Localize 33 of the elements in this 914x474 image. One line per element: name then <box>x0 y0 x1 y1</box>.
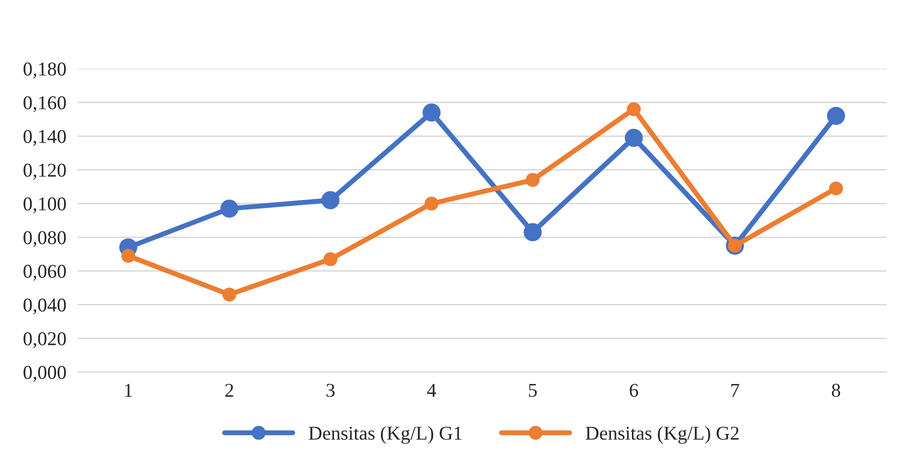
y-tick-label: 0,120 <box>24 164 66 180</box>
x-tick-label: 2 <box>225 384 234 397</box>
point <box>624 128 643 147</box>
point <box>626 102 641 116</box>
y-tick-label: 0,040 <box>24 298 66 314</box>
point <box>826 106 846 125</box>
point <box>324 252 338 266</box>
x-tick-label: 8 <box>832 384 840 397</box>
y-tick-label: 0,060 <box>24 264 66 281</box>
x-tick-label: 1 <box>125 384 132 397</box>
x-tick-label: 4 <box>427 384 436 397</box>
y-tick-label: 0,020 <box>24 332 66 348</box>
x-tick-label: 7 <box>731 384 740 397</box>
x-tick-label: 6 <box>630 384 638 397</box>
point <box>524 223 542 242</box>
y-tick-label: 0,140 <box>24 130 66 146</box>
legend-label: Densitas (Kg/L) G1 <box>308 426 462 444</box>
y-tick-label: 0,080 <box>24 231 66 247</box>
point <box>220 200 238 218</box>
x-tick-label: 3 <box>326 384 335 397</box>
point <box>829 181 843 196</box>
point <box>222 288 236 302</box>
point <box>121 248 136 263</box>
x-tick-label: 5 <box>528 384 537 397</box>
point <box>526 173 540 187</box>
y-tick-label: 0,100 <box>24 197 66 214</box>
y-tick-label: 0,180 <box>24 62 66 78</box>
point <box>321 191 340 210</box>
y-tick-label: 0,160 <box>24 96 66 112</box>
point <box>424 196 439 210</box>
legend-label: Densitas (Kg/L) G2 <box>586 426 739 444</box>
point <box>422 104 441 122</box>
y-tick-label: 0,000 <box>24 366 66 382</box>
